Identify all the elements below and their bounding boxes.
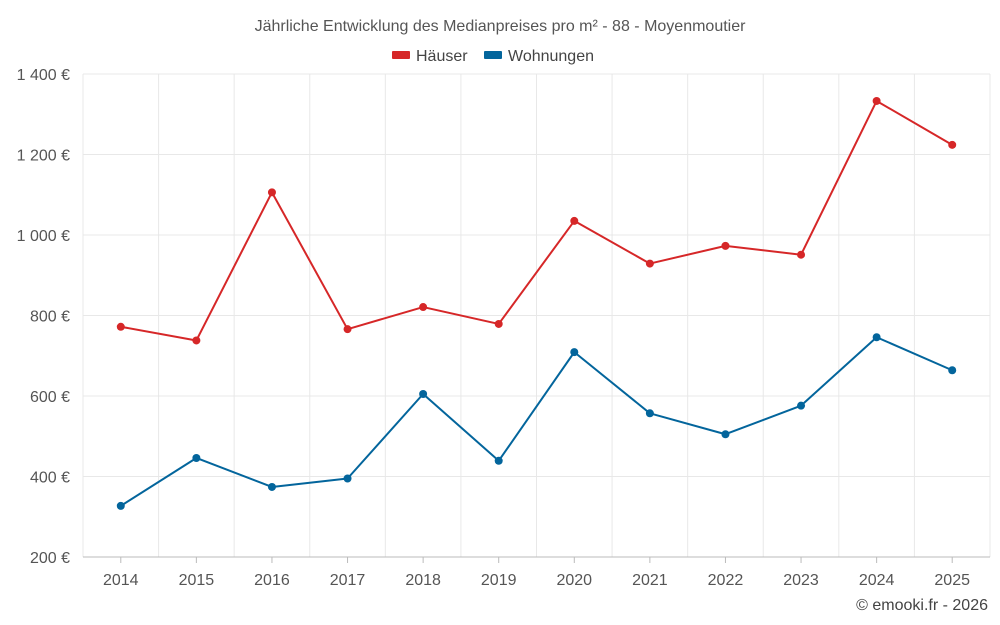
data-point-wohnungen[interactable]: [570, 348, 579, 357]
data-point-haeuser[interactable]: [948, 140, 957, 149]
x-tick-label: 2017: [330, 572, 366, 589]
legend-swatch-haeuser: [392, 51, 410, 59]
series-layer: [116, 96, 957, 510]
data-point-wohnungen[interactable]: [267, 482, 276, 491]
x-tick-label: 2016: [254, 572, 290, 589]
legend: Häuser Wohnungen: [392, 48, 594, 65]
data-point-wohnungen[interactable]: [797, 401, 806, 410]
legend-swatch-wohnungen: [484, 51, 502, 59]
data-point-wohnungen[interactable]: [721, 430, 730, 439]
data-point-wohnungen[interactable]: [645, 409, 654, 418]
data-point-wohnungen[interactable]: [419, 389, 428, 398]
data-point-haeuser[interactable]: [570, 216, 579, 225]
x-tick-label: 2024: [859, 572, 895, 589]
x-tick-label: 2020: [556, 572, 592, 589]
data-point-haeuser[interactable]: [192, 336, 201, 345]
data-point-wohnungen[interactable]: [494, 456, 503, 465]
data-point-haeuser[interactable]: [721, 241, 730, 250]
data-point-wohnungen[interactable]: [343, 474, 352, 483]
series-line-wohnungen: [120, 336, 953, 507]
data-point-haeuser[interactable]: [797, 250, 806, 259]
data-point-haeuser[interactable]: [343, 325, 352, 334]
data-point-haeuser[interactable]: [267, 188, 276, 197]
y-tick-label: 1 400 €: [17, 67, 70, 84]
data-point-wohnungen[interactable]: [872, 333, 881, 342]
x-tick-label: 2021: [632, 572, 668, 589]
grid: [82, 73, 991, 557]
chart-title: Jährliche Entwicklung des Medianpreises …: [255, 18, 747, 35]
data-point-haeuser[interactable]: [494, 319, 503, 328]
x-tick-label: 2018: [405, 572, 441, 589]
data-point-haeuser[interactable]: [872, 96, 881, 105]
series-line-haeuser: [120, 99, 953, 342]
data-point-wohnungen[interactable]: [948, 366, 957, 375]
data-point-haeuser[interactable]: [645, 259, 654, 268]
legend-label-haeuser[interactable]: Häuser: [416, 48, 468, 65]
y-tick-label: 800 €: [30, 309, 70, 326]
data-point-wohnungen[interactable]: [192, 453, 201, 462]
legend-label-wohnungen[interactable]: Wohnungen: [508, 48, 594, 65]
y-tick-label: 600 €: [30, 389, 70, 406]
x-tick-label: 2015: [179, 572, 215, 589]
x-tick-label: 2022: [708, 572, 744, 589]
x-tick-label: 2023: [783, 572, 819, 589]
y-tick-label: 200 €: [30, 550, 70, 567]
x-tick-label: 2025: [934, 572, 970, 589]
x-tick-label: 2019: [481, 572, 517, 589]
data-point-haeuser[interactable]: [419, 303, 428, 312]
data-point-haeuser[interactable]: [116, 322, 125, 331]
y-tick-label: 1 200 €: [17, 148, 70, 165]
x-tick-label: 2014: [103, 572, 139, 589]
y-tick-label: 400 €: [30, 470, 70, 487]
axes: 200 € 400 € 600 € 800 € 1 000 € 1 200 € 1 400 …: [17, 67, 990, 589]
credit-text: © emooki.fr - 2026: [856, 597, 988, 614]
y-tick-label: 1 000 €: [17, 228, 70, 245]
data-point-wohnungen[interactable]: [116, 501, 125, 510]
